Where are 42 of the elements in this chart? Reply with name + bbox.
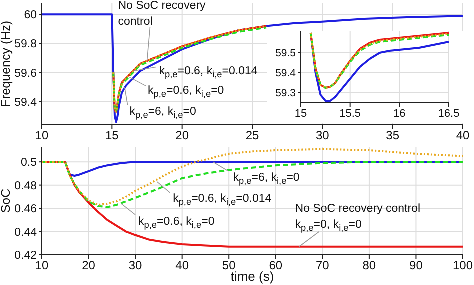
x-tick-label: 90	[410, 258, 424, 273]
y-tick-label: 59.4	[14, 96, 38, 109]
annotation: k$_{p,e}$=0.6, k$_{i,e}$=0	[148, 85, 224, 99]
x-tick-label: 100	[452, 258, 474, 273]
x-tick-label: 40	[176, 258, 190, 273]
y-axis-title: SoC	[0, 188, 13, 214]
x-tick-label: 30	[128, 258, 143, 273]
y-axis-title: Frequency (Hz)	[0, 20, 13, 108]
x-tick-label: 35	[386, 128, 400, 143]
y-tick-label: 0.46	[14, 204, 37, 216]
x-tick-label: 30	[316, 128, 330, 143]
annotation: No SoC recovery control	[118, 0, 206, 28]
x-tick-label: 25	[246, 128, 260, 143]
annotation: k$_{p,e}$=6, k$_{i,e}$=0	[130, 106, 196, 120]
x-tick-label: 15	[105, 128, 120, 143]
x-tick-label: 10	[35, 258, 49, 273]
x-tick-label: 80	[362, 258, 376, 273]
y-tick-label: 0.44	[14, 226, 38, 239]
x-tick-label: 16	[394, 108, 406, 120]
x-tick-label: 10	[35, 128, 49, 143]
annotation: k$_{p,e}$=0.6, k$_{i,e}$=0.014	[173, 192, 272, 207]
x-tick-label: 20	[176, 128, 190, 143]
annotation: k$_{p,e}$=6, k$_{i,e}$=0	[233, 172, 300, 186]
x-tick-label: 20	[82, 258, 96, 273]
x-tick-label: 15	[294, 108, 308, 120]
y-tick-label: 0.42	[14, 250, 37, 262]
y-tick-label: 0.48	[14, 180, 37, 192]
y-tick-label: 60	[24, 10, 37, 22]
x-tick-label: 16.5	[438, 108, 460, 120]
y-tick-label: 59.8	[14, 38, 37, 51]
y-tick-label: 59.4	[276, 68, 296, 80]
x-tick-label: 40	[456, 128, 470, 143]
y-tick-label: 0.5	[21, 157, 37, 170]
annotation: k$_{p,e}$=0.6, k$_{i,e}$=0.014	[159, 65, 258, 79]
x-tick-label: 15.5	[340, 108, 362, 120]
annotation: No SoC recovery control k$_{p,e}$=0, k$_{i,e}$=0	[295, 202, 421, 233]
annotation: k$_{p,e}$=0.6, k$_{i,e}$=0	[138, 216, 215, 230]
x-tick-label: 70	[316, 258, 330, 273]
y-tick-label: 59.3	[276, 88, 296, 100]
line-series	[310, 32, 449, 89]
y-tick-label: 59.5	[276, 48, 296, 60]
y-tick-label: 59.6	[14, 68, 37, 80]
